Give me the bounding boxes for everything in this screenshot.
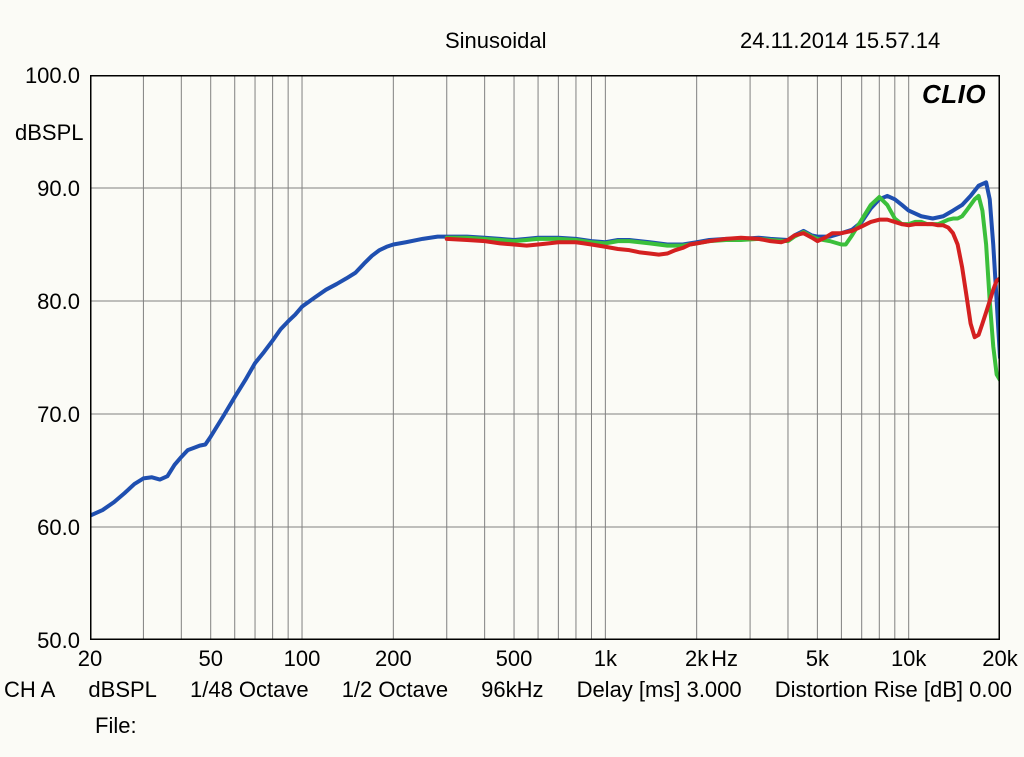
file-label: File:	[95, 713, 137, 738]
x-tick-label: 5k	[787, 646, 847, 672]
y-tick-label: 90.0	[20, 176, 80, 202]
x-tick-label: 100	[272, 646, 332, 672]
y-tick-label: 70.0	[20, 402, 80, 428]
footer-item: Distortion Rise [dB] 0.00	[775, 677, 1012, 703]
x-tick-label: 1k	[575, 646, 635, 672]
footer-item: dBSPL	[88, 677, 157, 703]
footer-file-row: File:	[0, 713, 1024, 739]
footer-item: Delay [ms] 3.000	[577, 677, 742, 703]
footer-item: 1/2 Octave	[342, 677, 448, 703]
x-tick-label: 200	[363, 646, 423, 672]
y-axis-label: dBSPL	[15, 120, 84, 146]
y-tick-label: 60.0	[20, 515, 80, 541]
x-tick-label: 500	[484, 646, 544, 672]
y-tick-label: 80.0	[20, 289, 80, 315]
x-tick-label: 20	[60, 646, 120, 672]
footer-item: 1/48 Octave	[190, 677, 309, 703]
footer-item: CH A	[4, 677, 55, 703]
chart-timestamp: 24.11.2014 15.57.14	[740, 28, 940, 54]
x-tick-label: 10k	[879, 646, 939, 672]
x-tick-label: 20k	[970, 646, 1024, 672]
x-tick-label: 50	[181, 646, 241, 672]
chart-title: Sinusoidal	[445, 28, 547, 54]
y-tick-label: 100.0	[20, 63, 80, 89]
chart-container: Sinusoidal 24.11.2014 15.57.14 CLIO 50.0…	[0, 0, 1024, 757]
chart-plot	[90, 75, 1000, 640]
brand-logo: CLIO	[922, 79, 986, 110]
footer-item: 96kHz	[481, 677, 543, 703]
footer-info-row: CH A dBSPL 1/48 Octave 1/2 Octave 96kHz Delay…	[0, 677, 1024, 703]
footer: CH A dBSPL 1/48 Octave 1/2 Octave 96kHz Delay…	[0, 677, 1024, 739]
x-axis-unit-label: Hz	[711, 646, 738, 672]
